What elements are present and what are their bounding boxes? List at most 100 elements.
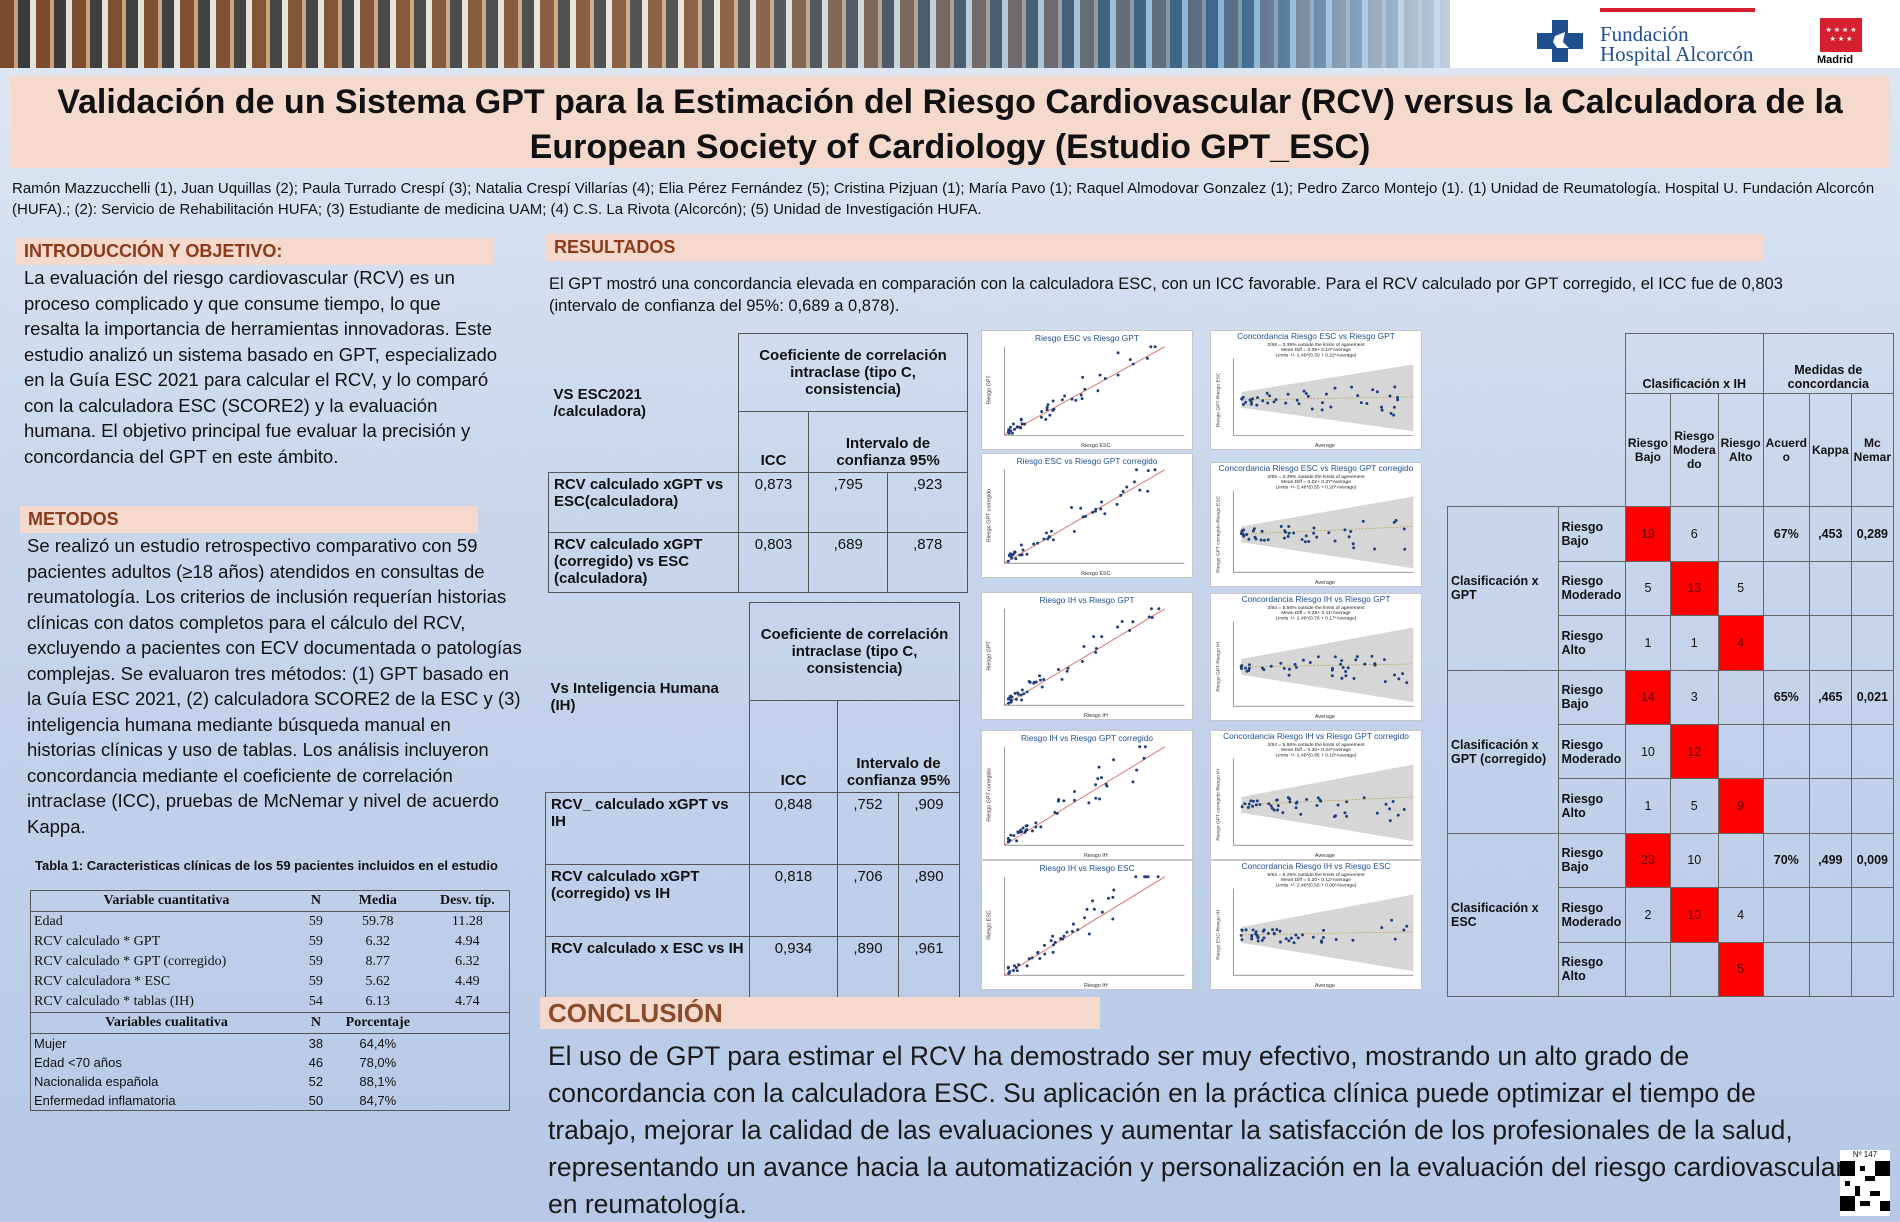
ba-point xyxy=(1306,394,1310,398)
scatter-point xyxy=(1066,666,1070,670)
class-measure: 0,289 xyxy=(1850,506,1895,562)
class-cell: 13 xyxy=(1669,560,1719,617)
ba-point xyxy=(1365,401,1369,405)
class-measure xyxy=(1762,615,1810,671)
class-row: Clasificación x GPT Riesgo Bajo 19 6 67% ,453… xyxy=(1447,506,1895,671)
scatter-point xyxy=(1142,756,1146,760)
scatter-plot: Riesgo IH vs Riesgo GPT Riesgo IH Riesgo G… xyxy=(981,592,1193,720)
ba-point xyxy=(1356,394,1360,398)
scatter-point xyxy=(1153,345,1157,349)
ba-note: Mean Diff = 0.30+ 0.24*Average xyxy=(1281,747,1351,753)
scatter-point xyxy=(1020,698,1024,702)
ba-point xyxy=(1334,814,1337,818)
icc-row: RCV calculado xGPT (corregido) vs ESC (c… xyxy=(548,531,968,594)
ba-point xyxy=(1286,796,1290,800)
ba-point xyxy=(1375,390,1379,394)
scatter-point xyxy=(1009,552,1013,556)
scatter-title: Riesgo IH vs Riesgo GPT xyxy=(1039,595,1134,605)
class-cell: 10 xyxy=(1669,887,1719,943)
scatter-point xyxy=(1134,875,1138,879)
scatter-point xyxy=(1074,398,1078,402)
ba-point xyxy=(1256,396,1260,400)
scatter-point xyxy=(1016,692,1020,696)
class-measure xyxy=(1808,778,1852,834)
ba-point xyxy=(1354,658,1358,662)
ba-mean-line xyxy=(1241,396,1414,401)
qr-code[interactable]: Nº 147 xyxy=(1840,1150,1890,1216)
ba-point xyxy=(1287,673,1291,677)
ba-point xyxy=(1331,666,1335,670)
icc-value: ,923 xyxy=(887,471,968,533)
scatter-point xyxy=(1125,485,1129,489)
ba-point xyxy=(1278,940,1282,944)
icc-table-vs-ih: Vs Inteligencia Humana (IH) Coeficiente … xyxy=(545,602,961,1009)
ba-point xyxy=(1392,520,1396,524)
scatter-point xyxy=(1013,427,1017,431)
scatter-point xyxy=(1025,690,1029,694)
scatter-point xyxy=(1011,422,1015,426)
class-measure: 70% xyxy=(1762,832,1810,889)
scatter-point xyxy=(1083,916,1087,920)
qr-code-icon xyxy=(1840,1161,1890,1211)
scatter-point xyxy=(1073,790,1076,794)
t1-cell: 8.77 xyxy=(365,954,391,969)
t1-cell: Edad xyxy=(34,914,63,929)
scatter-point xyxy=(1039,415,1043,419)
ba-point xyxy=(1297,402,1301,406)
scatter-point xyxy=(1050,529,1053,533)
ba-point xyxy=(1255,799,1259,803)
ba-point xyxy=(1275,798,1279,802)
ba-point xyxy=(1304,534,1308,538)
scatter-point xyxy=(1042,537,1046,541)
scatter-point xyxy=(1060,398,1064,402)
icc-value: ,752 xyxy=(837,792,899,865)
class-row-label: Riesgo Bajo xyxy=(1557,506,1626,562)
ba-point xyxy=(1305,797,1309,801)
t1-cell: RCV calculado * GPT (corregido) xyxy=(34,954,227,969)
bland-altman-plot: Concordancia Riesgo IH vs Riesgo GPT3/54… xyxy=(1210,593,1422,721)
class-row-label: Riesgo Moderado xyxy=(1557,723,1626,780)
t1-cell: RCV calculado * GPT xyxy=(34,934,161,949)
scatter-point xyxy=(1013,550,1017,554)
scatter-point xyxy=(1007,701,1011,705)
scatter-y-label: Riesgo GPT xyxy=(987,641,993,671)
scatter-point xyxy=(1019,828,1023,832)
ba-point xyxy=(1244,400,1248,404)
ba-point xyxy=(1265,391,1269,395)
ba-point xyxy=(1245,669,1249,673)
scatter-point xyxy=(1099,507,1103,511)
t1-cell: 4.94 xyxy=(455,934,480,949)
class-group-label: Clasificación x GPT xyxy=(1447,506,1559,671)
ba-point xyxy=(1250,933,1254,937)
identity-line xyxy=(1004,608,1165,706)
scatter-point xyxy=(1131,620,1135,624)
scatter-point xyxy=(1010,431,1014,435)
ba-y-label: Riesgo ESC-Riesgo IH xyxy=(1216,909,1222,959)
ba-point xyxy=(1287,531,1291,535)
ba-mean-line xyxy=(1241,931,1414,936)
ba-point xyxy=(1282,666,1286,670)
identity-line xyxy=(1004,346,1165,436)
classification-table: Clasificación x IH Medidas de concordanc… xyxy=(1447,332,1895,998)
ba-point xyxy=(1340,659,1344,663)
scatter-x-label: Riesgo IH xyxy=(1084,983,1108,989)
scatter-point xyxy=(1006,430,1010,434)
scatter-point xyxy=(1094,647,1098,650)
ba-point xyxy=(1322,928,1326,932)
scatter-point xyxy=(1112,888,1116,892)
scatter-plot: Riesgo IH vs Riesgo ESC Riesgo IH Riesgo E… xyxy=(981,860,1193,990)
t1-cell: 46 xyxy=(308,1055,324,1070)
conclusion-text: El uso de GPT para estimar el RCV ha dem… xyxy=(548,1041,1845,1219)
class-cell: 3 xyxy=(1669,669,1719,725)
scatter-point xyxy=(1100,910,1104,914)
scatter-point xyxy=(1103,512,1107,516)
icc-row: RCV calculado xGPT vs ESC(calculadora) 0,… xyxy=(548,471,968,533)
ba-point xyxy=(1266,538,1270,542)
class-measure xyxy=(1808,560,1852,617)
scatter-point xyxy=(1040,410,1044,414)
t1-qual-row: Nacionalida española 52 88,1% xyxy=(31,1072,510,1091)
ba-point xyxy=(1393,385,1397,389)
class-row-label: Riesgo Moderado xyxy=(1557,887,1626,943)
scatter-point xyxy=(1010,556,1014,560)
scatter-point xyxy=(1103,377,1107,380)
